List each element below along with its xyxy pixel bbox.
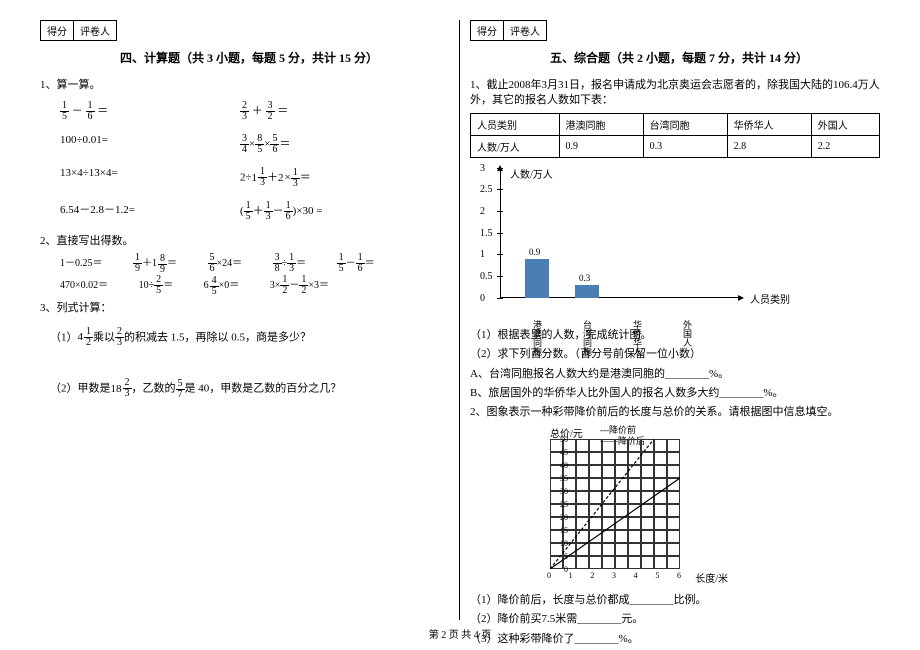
section5-title: 五、综合题（共 2 小题，每题 7 分，共计 14 分） [550,49,808,66]
direct-calc: 1－0.25＝ 19＋189＝ 56×24＝ 38÷13＝ 15－16＝ 470… [60,253,449,297]
left-column: 得分 评卷人 四、计算题（共 3 小题，每题 5 分，共计 15 分） 1、算一… [30,20,460,620]
calc-row-2: 100÷0.01= 34×85×56＝ [60,134,449,155]
s5-subB: B、旅居国外的华侨华人比外国人的报名人数多大约________%。 [470,386,880,401]
score-box-2: 得分 评卷人 [470,20,547,41]
s5-g1: （1）降价前后，长度与总价都成________比例。 [470,593,880,608]
q3-label: 3、列式计算： [40,301,449,316]
calc-row-4: 6.54－2.8－1.2= (15＋13－16)×30 = [60,201,449,222]
s5-q2: 2、图象表示一种彩带降价前后的长度与总价的关系。请根据图中信息填空。 [470,405,880,420]
sub-q2: （2）甲数是1823，乙数的57是 40，甲数是乙数的百分之几？ [50,378,449,399]
score-label: 得分 [41,21,74,40]
q1-label: 1、算一算。 [40,78,449,93]
s5-subA: A、台湾同胞报名人数大约是港澳同胞的________%。 [470,367,880,382]
reviewer-label: 评卷人 [74,21,116,40]
calc-row-3: 13×4÷13×4= 2÷113＋2×13＝ [60,167,449,188]
q2-label: 2、直接写出得数。 [40,234,449,249]
s5-g2: （2）降价前买7.5米需________元。 [470,612,880,627]
line-graph: 总价/元 长度/米 ---降价前 ——降价后 50454035302520151… [530,427,700,587]
right-column: 得分 评卷人 五、综合题（共 2 小题，每题 7 分，共计 14 分） 1、截止… [460,20,890,620]
score-box: 得分 评卷人 [40,20,117,41]
bar-chart: 人数/万人 人员类别 32.521.510.50 0.9港澳同胞0.3台湾同胞华… [500,168,760,318]
graph-lines [550,439,680,569]
calc-row-1: 15 － 16 ＝ 23 ＋ 32 ＝ [60,101,449,122]
sub-q1: （1）412乘以23的积减去 1.5，再除以 0.5，商是多少？ [50,327,449,348]
data-table: 人员类别港澳同胞台湾同胞华侨华人外国人 人数/万人0.90.32.82.2 [470,113,880,158]
section4-title: 四、计算题（共 3 小题，每题 5 分，共计 15 分） [120,49,378,66]
s5-intro: 1、截止2008年3月31日，报名申请成为北京奥运会志愿者的，除我国大陆的106… [470,78,880,109]
s5-g3: （3）这种彩带降价了________%。 [470,632,880,647]
